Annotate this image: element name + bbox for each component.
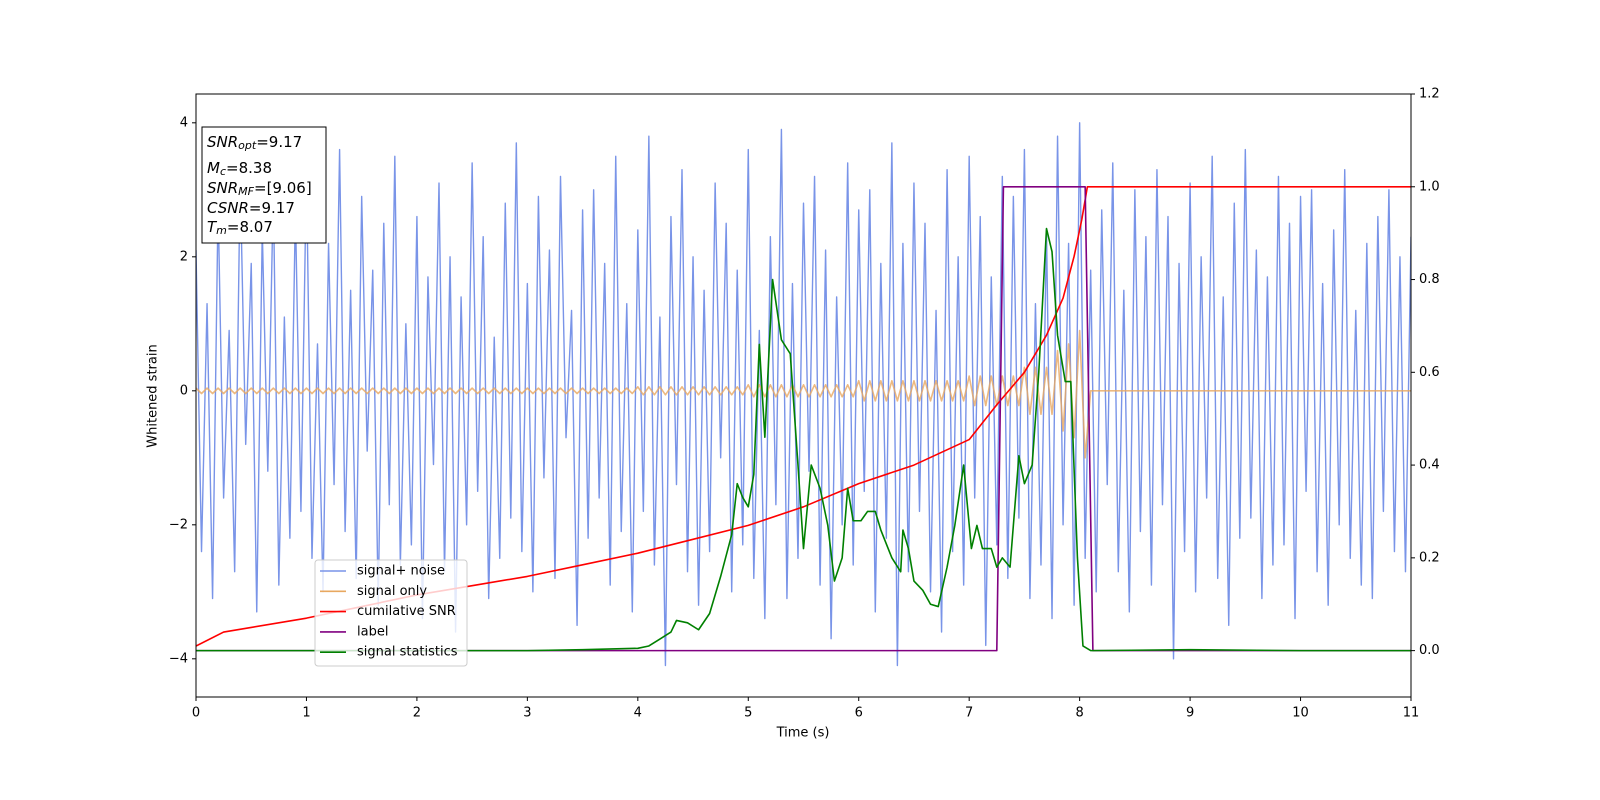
x-tick-label: 6 bbox=[855, 706, 863, 721]
x-tick-label: 11 bbox=[1403, 706, 1420, 721]
x-tick-label: 9 bbox=[1186, 706, 1194, 721]
series-line bbox=[196, 329, 1411, 459]
axes-frame bbox=[195, 93, 1412, 698]
annotation-symbol: SNR bbox=[207, 179, 238, 197]
y-tick-label: 2 bbox=[180, 249, 188, 264]
annotation-subscript: m bbox=[216, 224, 227, 237]
y-tick-label: 0 bbox=[180, 383, 188, 398]
annotation-symbol: M bbox=[207, 159, 220, 177]
y2-tick-label: 0.8 bbox=[1419, 272, 1440, 287]
y-axis-label: Whitened strain bbox=[146, 344, 161, 447]
legend: signal+ noise signal only cumilative SNR la… bbox=[314, 559, 468, 667]
annotation: SNRopt=9.17 bbox=[207, 133, 302, 153]
x-axis-label: Time (s) bbox=[776, 726, 830, 741]
annotation-text: =[9.06] bbox=[254, 179, 312, 197]
y2-tick-label: 1.2 bbox=[1419, 87, 1440, 102]
x-tick-label: 5 bbox=[744, 706, 752, 721]
annotation: Tm=8.07 bbox=[207, 218, 273, 238]
x-tick-label: 3 bbox=[523, 706, 531, 721]
x-tick-label: 7 bbox=[965, 706, 973, 721]
annotation-subscript: MF bbox=[238, 185, 254, 198]
annotation-text: =9.17 bbox=[249, 199, 295, 217]
legend-label: label bbox=[357, 624, 388, 639]
legend-frame bbox=[314, 559, 468, 667]
legend-label: cumilative SNR bbox=[357, 604, 456, 619]
annotation-symbol: T bbox=[207, 218, 218, 236]
y-tick-label: 4 bbox=[180, 115, 188, 130]
y2-tick-label: 0.0 bbox=[1419, 643, 1440, 658]
annotation-subscript: opt bbox=[238, 139, 257, 152]
series-line bbox=[196, 227, 1411, 652]
text-box: SNRopt=9.17Mc=8.38SNRMF=[9.06]CSNR=9.17T… bbox=[201, 126, 327, 244]
annotation-text: =9.17 bbox=[256, 133, 302, 151]
annotation: SNRMF=[9.06] bbox=[207, 179, 312, 199]
series-line bbox=[196, 122, 1411, 667]
annotation-symbol: SNR bbox=[207, 133, 238, 151]
legend-label: signal only bbox=[357, 584, 427, 599]
x-tick-label: 10 bbox=[1292, 706, 1309, 721]
y-tick-label: −4 bbox=[169, 651, 188, 666]
text-box-frame bbox=[201, 126, 327, 244]
x-tick-label: 4 bbox=[634, 706, 642, 721]
annotation-text: =8.07 bbox=[227, 218, 273, 236]
annotation-subscript: c bbox=[220, 165, 226, 178]
y2-tick-label: 1.0 bbox=[1419, 179, 1440, 194]
y-tick-label: −2 bbox=[169, 517, 188, 532]
x-tick-label: 8 bbox=[1075, 706, 1083, 721]
y2-tick-label: 0.4 bbox=[1419, 458, 1440, 473]
y2-tick-label: 0.2 bbox=[1419, 550, 1440, 565]
annotation: CSNR=9.17 bbox=[207, 199, 295, 217]
annotation: Mc=8.38 bbox=[207, 159, 272, 179]
x-tick-label: 0 bbox=[192, 706, 200, 721]
x-tick-label: 2 bbox=[413, 706, 421, 721]
y2-tick-label: 0.6 bbox=[1419, 365, 1440, 380]
legend-label: signal+ noise bbox=[357, 564, 445, 579]
legend-label: signal statistics bbox=[357, 645, 458, 660]
annotation-symbol: CSNR bbox=[207, 199, 249, 217]
annotation-text: =8.38 bbox=[226, 159, 272, 177]
x-tick-label: 1 bbox=[302, 706, 310, 721]
